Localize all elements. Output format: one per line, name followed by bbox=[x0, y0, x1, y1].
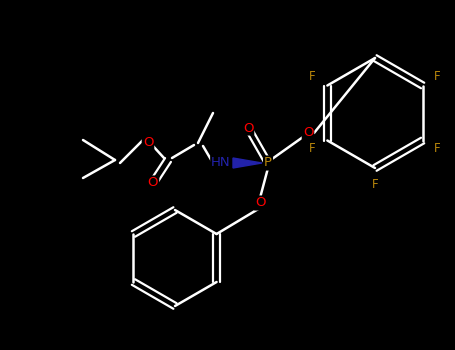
Text: O: O bbox=[303, 126, 313, 140]
Text: F: F bbox=[309, 70, 316, 84]
Text: O: O bbox=[243, 121, 253, 134]
Text: HN: HN bbox=[211, 156, 231, 169]
Text: O: O bbox=[148, 176, 158, 189]
Text: O: O bbox=[255, 196, 265, 210]
Text: F: F bbox=[372, 178, 378, 191]
Text: P: P bbox=[264, 156, 272, 169]
Text: F: F bbox=[434, 70, 440, 84]
Text: F: F bbox=[434, 142, 440, 155]
Polygon shape bbox=[233, 158, 262, 168]
Text: O: O bbox=[143, 136, 153, 149]
Text: F: F bbox=[309, 142, 316, 155]
